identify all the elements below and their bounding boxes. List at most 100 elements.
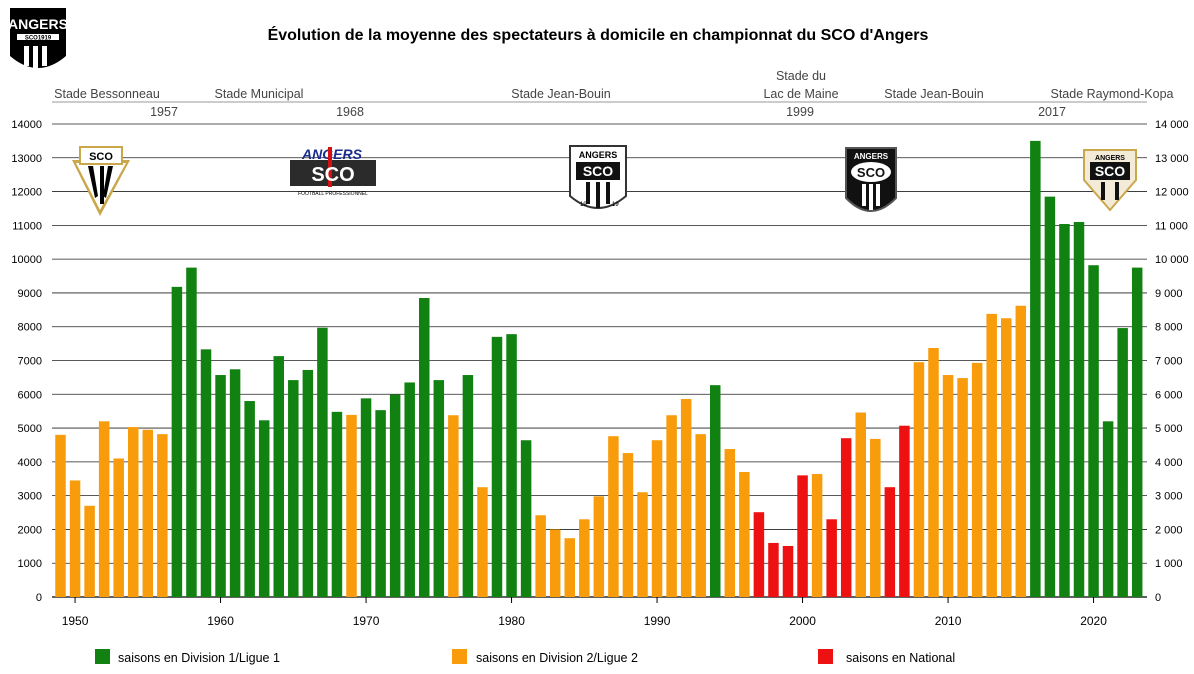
bar-season-2020 <box>1088 265 1099 597</box>
angers-logo-icon: ANGERS SCO1919 <box>8 8 68 70</box>
bar-season-1978 <box>477 487 488 597</box>
bar-season-1961 <box>229 369 241 597</box>
legend-swatch-d1 <box>95 649 110 664</box>
bar-season-1953 <box>113 458 124 597</box>
bar-season-1977 <box>462 375 474 597</box>
bar-season-1959 <box>200 349 212 597</box>
bar-season-1954 <box>128 427 139 597</box>
bar-season-1985 <box>579 519 590 597</box>
angers-shield-logo-jean-bouin-icon: ANGERS SCO 19 19 <box>569 145 627 209</box>
bar-season-2003 <box>840 438 852 597</box>
bar-season-2019 <box>1073 221 1085 598</box>
bar-season-1989 <box>637 492 648 597</box>
y-tick-label-left: 1000 <box>18 558 42 570</box>
y-tick-label-right: 6 000 <box>1155 389 1183 401</box>
stadium-label-3: Stade Jean-Bouin <box>511 87 610 101</box>
angers-shield-logo-raymond-kopa-icon: ANGERS SCO <box>1083 149 1137 212</box>
logo5-angers-text: ANGERS <box>1095 155 1125 162</box>
logo3-angers-text: ANGERS <box>579 150 618 160</box>
stadium-year-4: 1999 <box>786 105 814 119</box>
bar-season-2018 <box>1059 224 1070 597</box>
y-tick-label-left: 8000 <box>18 322 42 334</box>
y-tick-label-right: 3 000 <box>1155 491 1183 503</box>
y-tick-label-right: 7 000 <box>1155 356 1183 368</box>
logo3-year-left: 19 <box>580 202 587 208</box>
y-tick-label-left: 5000 <box>18 423 42 435</box>
bar-season-1993 <box>695 434 706 597</box>
x-axis: 1950 1960 1970 1980 1990 2000 2010 2020 <box>62 597 1107 628</box>
logo3-sco-text: SCO <box>583 163 613 179</box>
bar-season-2011 <box>957 378 968 597</box>
bar-season-2023 <box>1131 267 1143 597</box>
bar-season-2007 <box>899 425 910 597</box>
stadium-label-4b: Lac de Maine <box>763 87 838 101</box>
y-tick-label-left: 11000 <box>12 220 42 232</box>
bar-season-1965 <box>288 380 299 597</box>
y-tick-label-right: 0 <box>1155 592 1161 604</box>
y-tick-label-right: 10 000 <box>1155 254 1189 266</box>
bar-season-1976 <box>448 415 459 597</box>
bar-season-2002 <box>826 519 837 597</box>
bar-season-2006 <box>884 487 896 597</box>
angers-sco-logo-1968-icon: ANGERS SCO FOOTBALL PROFESSIONNEL <box>290 146 376 197</box>
stadium-label-4: Stade du <box>776 69 826 83</box>
bar-season-2022 <box>1117 328 1128 597</box>
y-axis-left: 0 1000 2000 3000 4000 5000 6000 7000 8000 9000 100… <box>11 119 42 604</box>
x-tick-label: 1990 <box>644 614 671 628</box>
sco-shield-logo-1957-icon: SCO <box>72 146 130 216</box>
legend-label-d1: saisons en Division 1/Ligue 1 <box>118 651 280 665</box>
bar-season-2001 <box>811 474 823 597</box>
y-tick-label-left: 6000 <box>18 389 42 401</box>
stadium-year-1: 1957 <box>150 105 178 119</box>
bar-season-1982 <box>535 515 546 597</box>
y-tick-label-left: 13000 <box>11 153 42 165</box>
bar-season-1971 <box>375 410 386 597</box>
bar-season-2008 <box>913 362 925 597</box>
y-tick-label-left: 14000 <box>11 119 42 131</box>
y-tick-label-right: 4 000 <box>1155 457 1183 469</box>
y-tick-label-left: 0 <box>36 592 42 604</box>
legend: saisons en Division 1/Ligue 1 saisons en… <box>95 649 955 665</box>
stadium-label-5: Stade Jean-Bouin <box>884 87 983 101</box>
bar-season-1979 <box>491 336 503 597</box>
bar-season-1974 <box>419 298 430 597</box>
bar-season-2000 <box>797 475 808 597</box>
stadium-year-2: 1968 <box>336 105 364 119</box>
bar-season-1955 <box>142 429 154 597</box>
bar-season-1988 <box>622 453 634 597</box>
x-tick-label: 2020 <box>1080 614 1107 628</box>
bar-season-1957 <box>171 286 183 597</box>
stadium-label-6: Stade Raymond-Kopa <box>1051 87 1174 101</box>
y-tick-label-left: 7000 <box>18 356 42 368</box>
y-tick-label-right: 12 000 <box>1155 187 1189 199</box>
logo2-sub-text: FOOTBALL PROFESSIONNEL <box>298 191 368 197</box>
bar-season-1951 <box>84 505 95 597</box>
y-tick-label-right: 2 000 <box>1155 524 1183 536</box>
bar-season-2014 <box>1001 318 1012 597</box>
bar-season-1973 <box>404 382 415 597</box>
logo4-sco-text: SCO <box>857 165 885 180</box>
bar-season-1992 <box>680 399 692 597</box>
x-tick-label: 1970 <box>353 614 380 628</box>
y-tick-label-right: 13 000 <box>1155 153 1189 165</box>
y-tick-label-left: 4000 <box>18 457 42 469</box>
bar-season-2010 <box>942 375 954 597</box>
bar-season-1995 <box>724 449 736 597</box>
bar-season-1990 <box>651 440 663 597</box>
bar-season-1981 <box>520 440 532 597</box>
y-tick-label-right: 9 000 <box>1155 288 1183 300</box>
bar-season-1996 <box>739 471 750 597</box>
y-tick-label-left: 10000 <box>11 254 42 266</box>
bar-season-2016 <box>1030 140 1041 597</box>
y-tick-label-right: 11 000 <box>1155 220 1188 232</box>
bar-season-1991 <box>666 415 677 597</box>
bar-season-2004 <box>855 412 866 597</box>
bar-season-1956 <box>157 434 168 597</box>
x-tick-label: 2010 <box>935 614 962 628</box>
bar-season-1960 <box>215 375 226 597</box>
y-tick-label-right: 5 000 <box>1155 423 1183 435</box>
stadium-year-6: 2017 <box>1038 105 1066 119</box>
y-tick-label-right: 14 000 <box>1155 119 1189 131</box>
logo1-sco-text: SCO <box>89 151 113 163</box>
